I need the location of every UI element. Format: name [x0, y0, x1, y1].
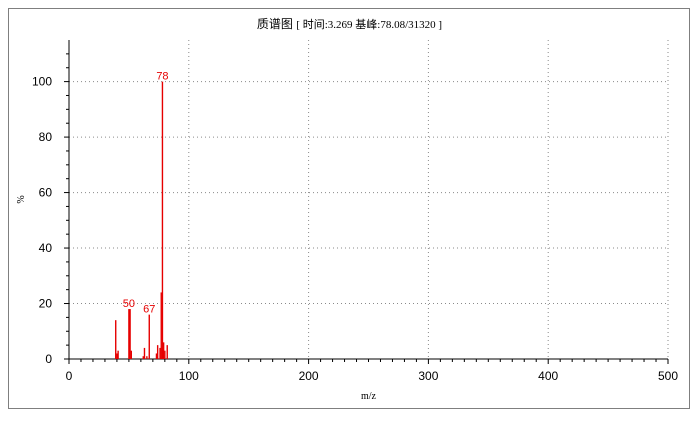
- base-peak-value: 78.08: [380, 19, 406, 31]
- axes: [68, 40, 668, 360]
- peak-label-50: 50: [123, 298, 135, 310]
- chart-frame: [8, 8, 690, 409]
- base-peak-label: 基峰: [355, 19, 378, 31]
- peak-label-78: 78: [156, 71, 168, 83]
- x-tick-label-100: 100: [179, 369, 199, 383]
- base-peak-intensity: 31320: [408, 19, 436, 31]
- y-tick-label-100: 100: [32, 75, 52, 89]
- peak-label-67: 67: [143, 304, 155, 316]
- time-label: 时间: [302, 19, 325, 31]
- x-tick-label-200: 200: [299, 369, 319, 383]
- grid-lines: [69, 40, 669, 359]
- x-tick-label-300: 300: [418, 369, 438, 383]
- axis-ticks: 0 100 200 300 400 500 0 20 40 60 80 100: [32, 53, 678, 383]
- time-value: 3.269: [327, 19, 353, 31]
- peak-annotations: 50 67 78: [123, 71, 169, 316]
- x-axis-label: m/z: [361, 391, 377, 402]
- y-axis-label: %: [16, 195, 27, 203]
- x-tick-label-400: 400: [538, 369, 558, 383]
- x-tick-label-500: 500: [658, 369, 678, 383]
- y-tick-label-60: 60: [39, 186, 53, 200]
- peak-series: [115, 81, 168, 359]
- y-tick-label-0: 0: [45, 352, 52, 366]
- chart-subtitle: [ 时间:3.269 基峰:78.08/31320 ]: [296, 19, 443, 31]
- x-tick-label-0: 0: [66, 369, 73, 383]
- y-tick-label-80: 80: [39, 130, 53, 144]
- chart-title: 质谱图 [ 时间:3.269 基峰:78.08/31320 ]: [0, 15, 699, 32]
- chart-title-text: 质谱图: [256, 17, 293, 31]
- y-tick-label-40: 40: [39, 241, 53, 255]
- y-tick-label-20: 20: [39, 297, 53, 311]
